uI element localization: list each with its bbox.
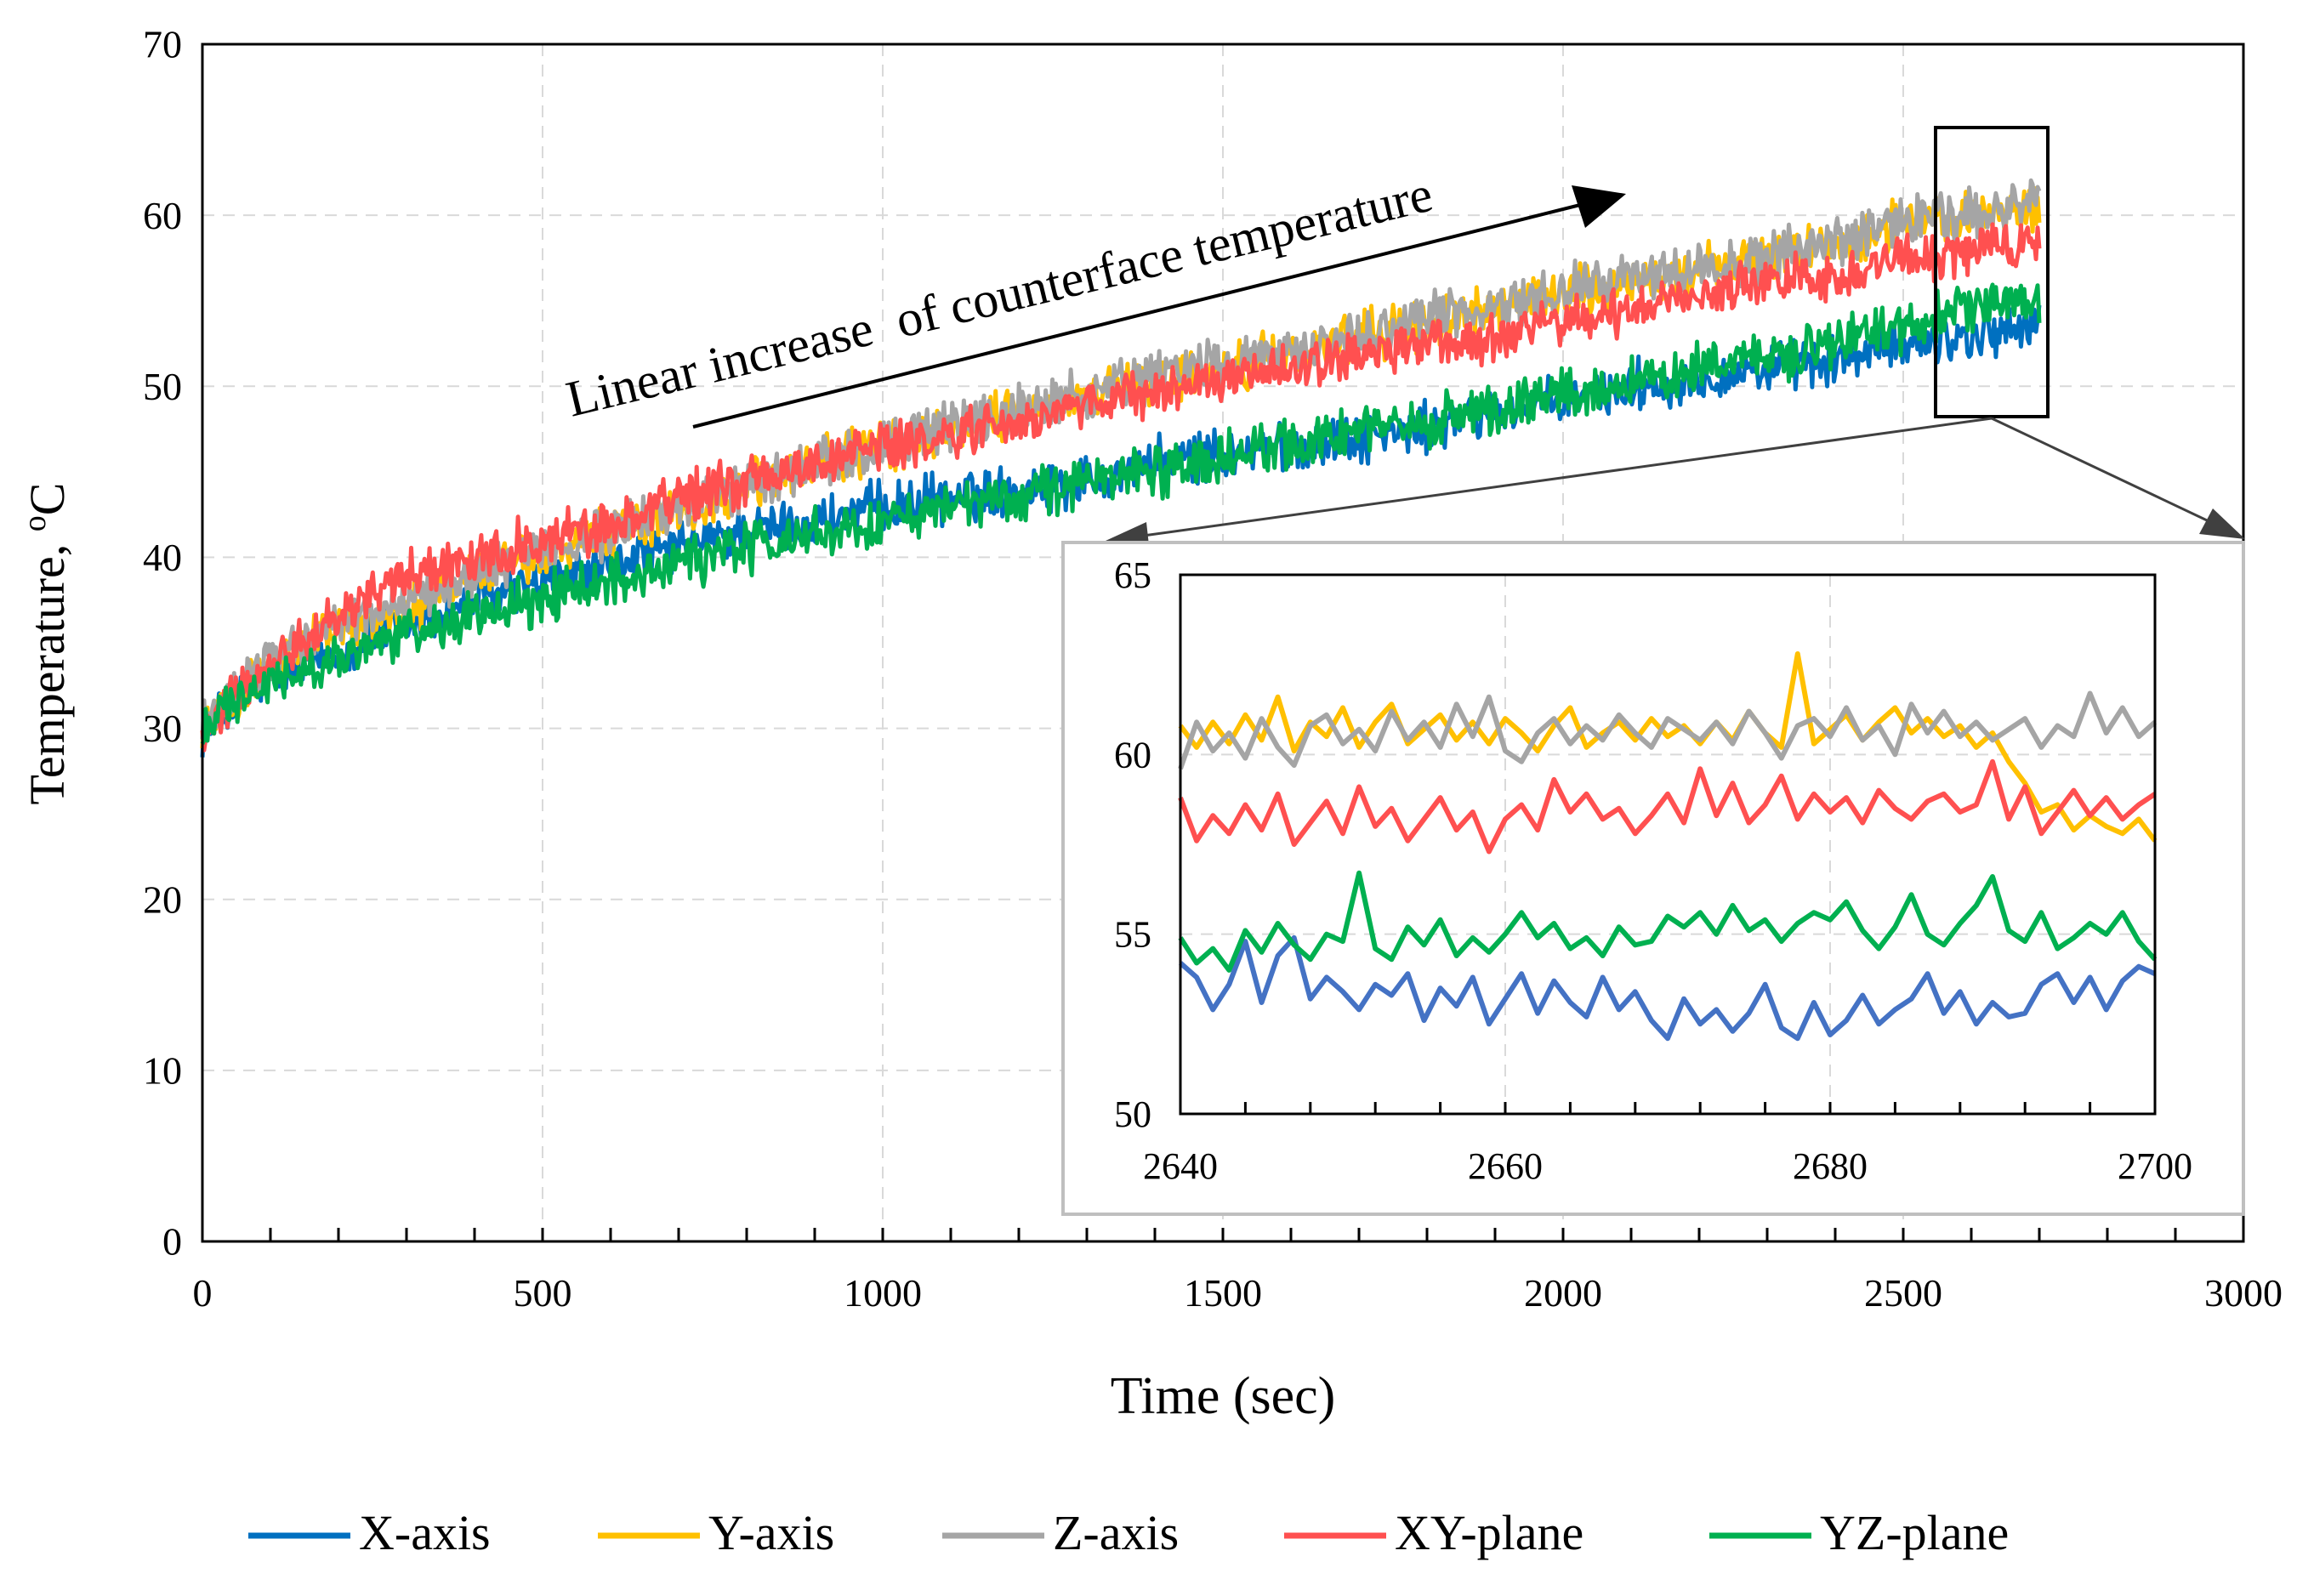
main-y-tick-label: 20 — [143, 878, 182, 921]
main-series-group — [200, 178, 2042, 758]
inset-x-tick-label: 2640 — [1143, 1145, 1218, 1187]
inset-series-group — [1178, 651, 2158, 1042]
legend: X-axis Y-axis Z-axis XY-plane YZ-plane — [248, 1505, 2009, 1560]
main-y-tick-label: 70 — [143, 23, 182, 66]
y-axis-title: Temperature, oC — [17, 483, 75, 805]
main-x-tick-label: 0 — [193, 1271, 213, 1315]
y-axis-title-text: Temperature, — [20, 531, 75, 804]
main-x-tick-label: 2000 — [1524, 1271, 1602, 1315]
zoom-connector-left — [1130, 417, 1993, 539]
y-axis-title-degree: o — [17, 515, 53, 531]
main-y-tick-label: 0 — [162, 1220, 182, 1264]
trend-arrow-head — [1572, 185, 1626, 228]
main-y-tick-label: 30 — [143, 707, 182, 750]
inset-series-x-axis — [1179, 934, 2157, 1042]
legend-label-z-axis: Z-axis — [1053, 1505, 1179, 1560]
main-series-yz-plane — [200, 282, 2042, 745]
trend-arrow-line — [692, 202, 1584, 429]
inset-y-tick-label: 50 — [1114, 1093, 1151, 1135]
inset-series-xy-plane — [1178, 758, 2157, 855]
main-y-tick-label: 10 — [143, 1048, 182, 1092]
inset-series-z-axis — [1178, 690, 2157, 770]
main-x-tick-label: 500 — [514, 1271, 572, 1315]
x-axis-title: Time (sec) — [1111, 1367, 1336, 1425]
main-series-xy-plane — [200, 222, 2042, 753]
y-axis-title-unit: C — [20, 483, 75, 516]
inset-x-tick-label: 2700 — [2118, 1145, 2192, 1187]
inset-y-tick-label: 60 — [1114, 734, 1151, 775]
inset-plot-frame — [1179, 573, 2157, 1116]
main-x-tick-labels: 0 500 1000 1500 2000 2500 3000 — [193, 1271, 2283, 1315]
inset-y-tick-label: 55 — [1114, 914, 1151, 956]
inset-series-y-axis — [1178, 651, 2158, 843]
zoom-region-box — [1934, 126, 2050, 418]
inset-series-yz-plane — [1178, 870, 2158, 973]
inset-y-tick-labels: 50 55 60 65 — [1114, 554, 1151, 1135]
inset-panel — [1061, 541, 2245, 1216]
inset-gridlines — [1180, 575, 2155, 1114]
main-tick-marks — [201, 1228, 2245, 1241]
main-x-tick-label: 1000 — [844, 1271, 922, 1315]
zoom-connector-right — [1991, 417, 2222, 529]
main-x-tick-label: 2500 — [1864, 1271, 1942, 1315]
main-y-tick-labels: 0 10 20 30 40 50 60 70 — [143, 23, 182, 1264]
zoom-connector-right-head — [2199, 508, 2245, 539]
inset-x-tick-label: 2660 — [1468, 1145, 1543, 1187]
main-x-tick-label: 3000 — [2204, 1271, 2283, 1315]
main-y-tick-label: 40 — [143, 536, 182, 579]
legend-label-xy-plane: XY-plane — [1395, 1505, 1583, 1560]
main-y-tick-label: 60 — [143, 194, 182, 237]
main-series-z-axis — [200, 178, 2042, 740]
inset-x-tick-labels: 2640 2660 2680 2700 — [1143, 1145, 2192, 1187]
inset-x-tick-label: 2680 — [1793, 1145, 1868, 1187]
legend-label-x-axis: X-axis — [359, 1505, 491, 1560]
main-x-tick-label: 1500 — [1184, 1271, 1262, 1315]
legend-label-y-axis: Y-axis — [708, 1505, 834, 1560]
inset-y-tick-label: 65 — [1114, 554, 1151, 596]
inset-tick-marks — [1179, 1102, 2157, 1114]
main-y-tick-label: 50 — [143, 365, 182, 408]
legend-label-yz-plane: YZ-plane — [1820, 1505, 2009, 1560]
